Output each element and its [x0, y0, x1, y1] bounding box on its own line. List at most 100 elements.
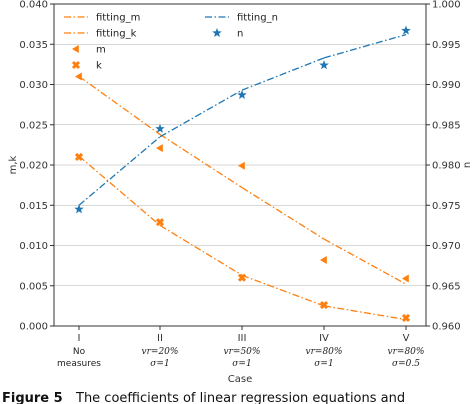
x-sublabel-line1: vr=80%: [306, 347, 343, 357]
x-sublabel-line1: vr=20%: [142, 347, 179, 357]
marker-m: [402, 274, 409, 283]
marker-m: [75, 72, 82, 81]
legend-label-m: m: [96, 45, 106, 56]
y-left-tick-label: 0.010: [19, 241, 48, 252]
series-layer: [74, 25, 411, 323]
x-tick-label: V: [403, 333, 410, 344]
line-segment-fitting-n: [159, 89, 243, 138]
series-fitting-m: [78, 75, 407, 285]
y-axis-right-title: n: [462, 162, 473, 168]
y-left-tick-label: 0.040: [19, 0, 48, 11]
x-marker-stroke: [74, 152, 84, 162]
line-segment-fitting-m: [78, 75, 161, 135]
legend-left: fitting_m fitting_kmk: [64, 13, 140, 72]
legend-swatch-m: [72, 45, 79, 53]
legend-item-fitting-k: fitting_k: [64, 29, 137, 40]
y-left-tick-label: 0.030: [19, 80, 48, 91]
legend-label-fitting-k: fitting_k: [96, 29, 137, 40]
line-segment-fitting-n: [78, 136, 161, 206]
line-segment-fitting-k: [78, 155, 161, 226]
x-marker-stroke: [401, 313, 411, 323]
legend-label-fitting-m: fitting_m: [96, 13, 140, 24]
marker-k: [319, 301, 329, 310]
caption-label: Figure 5: [2, 391, 63, 404]
legend-label-n: n: [237, 29, 243, 40]
x-sublabel-line2: measures: [57, 359, 101, 369]
y-right-tick-label: 0.980: [432, 161, 461, 172]
series-fitting-k: [78, 155, 407, 321]
marker-k: [237, 273, 247, 282]
series-n: [74, 25, 411, 214]
x-sublabel-line2: σ=1: [314, 359, 333, 369]
legend-item-fitting-n: fitting_n: [205, 13, 278, 24]
series-fitting-n: [78, 33, 407, 206]
legend-item-k: k: [71, 60, 102, 72]
y-axis-left-title: m,k: [8, 155, 19, 174]
legend-swatch-n: [212, 28, 222, 38]
line-segment-fitting-k: [323, 305, 407, 321]
x-sublabel-line2: σ=1: [150, 359, 169, 369]
x-sublabel-line2: σ=1: [232, 359, 251, 369]
y-right-tick-label: 0.975: [432, 201, 461, 212]
series-k: [74, 152, 411, 323]
x-axis-ticks: I No measures II vr=20% σ=1 III vr=50% σ=1 IV vr=8…: [57, 326, 424, 369]
x-sublabel-line1: No: [73, 347, 86, 357]
y-right-tick-label: 0.965: [432, 281, 461, 292]
marker-m: [320, 255, 327, 264]
marker-k: [401, 313, 411, 323]
line-segment-fitting-k: [159, 224, 243, 276]
y-right-tick-label: 0.960: [432, 322, 461, 333]
caption-text: The coefficients of linear regression eq…: [75, 391, 405, 404]
x-axis-title: Case: [228, 374, 252, 385]
y-left-tick-label: 0.015: [19, 201, 48, 212]
x-sublabel-line2: σ=0.5: [392, 359, 420, 369]
x-tick-label: IV: [319, 333, 329, 344]
line-segment-fitting-m: [323, 238, 407, 285]
marker-n: [401, 25, 411, 35]
figure-caption: Figure 5 The coefficients of linear regr…: [2, 391, 405, 404]
line-segment-fitting-m: [159, 133, 243, 189]
marker-n: [155, 123, 165, 133]
marker-k: [155, 218, 165, 227]
y-left-tick-label: 0.020: [19, 161, 48, 172]
line-segment-fitting-m: [241, 186, 325, 240]
y-left-tick-label: 0.005: [19, 281, 48, 292]
marker-m: [238, 161, 245, 170]
y-right-tick-label: 1.000: [432, 0, 461, 11]
legend-swatch-k: [71, 60, 81, 70]
x-tick-label: III: [238, 333, 247, 344]
y-left-tick-label: 0.035: [19, 40, 48, 51]
x-marker-stroke: [237, 273, 247, 282]
y-right-tick-label: 0.985: [432, 120, 461, 131]
right-axis-ticks: 0.960 0.965 0.970 0.975 0.980 0.985 0.990 0.995…: [426, 0, 461, 333]
marker-n: [319, 60, 329, 70]
legend-label-k: k: [96, 61, 102, 72]
line-segment-fitting-k: [241, 274, 325, 307]
legend-item-n: n: [212, 28, 243, 40]
x-marker-stroke: [71, 60, 81, 70]
x-sublabel-line1: vr=50%: [224, 347, 261, 357]
marker-m: [156, 144, 163, 153]
marker-n: [237, 89, 247, 100]
x-marker-stroke: [319, 301, 329, 310]
y-left-tick-label: 0.025: [19, 120, 48, 131]
legend-item-fitting-m: fitting_m: [64, 13, 140, 24]
x-tick-label: I: [78, 333, 81, 344]
series-m: [75, 72, 409, 283]
legend-right: fitting_nn: [205, 13, 278, 40]
y-left-tick-label: 0.000: [19, 322, 48, 333]
x-tick-label: II: [157, 333, 163, 344]
x-sublabel-line1: vr=80%: [388, 347, 425, 357]
y-right-tick-label: 0.970: [432, 241, 461, 252]
legend-label-fitting-n: fitting_n: [237, 13, 278, 24]
y-right-tick-label: 0.990: [432, 80, 461, 91]
marker-n: [74, 204, 84, 214]
marker-k: [74, 152, 84, 162]
legend-item-m: m: [72, 45, 106, 56]
line-segment-fitting-n: [241, 57, 325, 91]
y-right-tick-label: 0.995: [432, 40, 461, 51]
x-marker-stroke: [155, 218, 165, 227]
left-axis-ticks: 0.000 0.005 0.010 0.015 0.020 0.025 0.030 0.035…: [19, 0, 54, 333]
line-segment-fitting-n: [323, 33, 407, 59]
